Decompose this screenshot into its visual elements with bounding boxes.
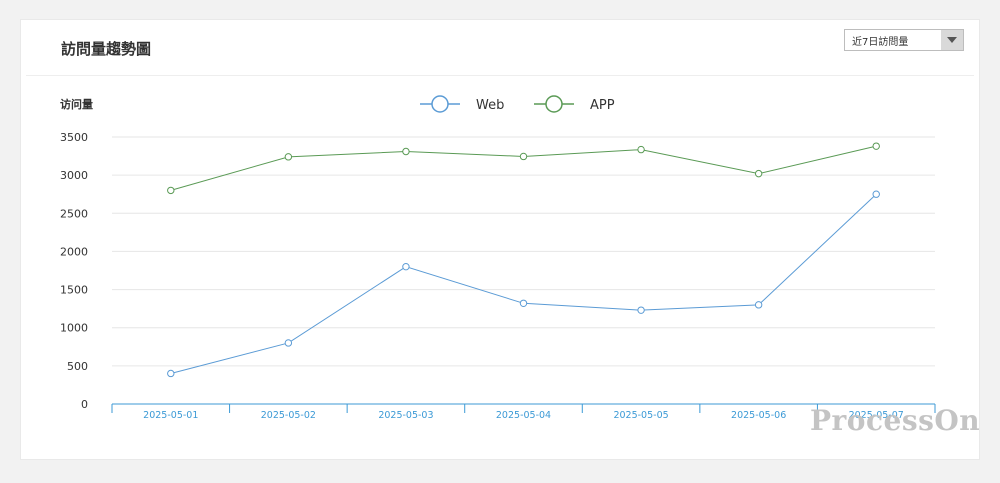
legend-marker-web [431, 95, 449, 113]
data-point-web [754, 301, 763, 309]
series-line-web [170, 193, 877, 374]
y-tick-label: 3500 [60, 131, 88, 144]
watermark: ProcessOn [810, 404, 981, 437]
data-point-web [284, 339, 293, 347]
x-tick-label: 2025-05-04 [496, 410, 551, 421]
x-tick-label: 2025-05-01 [143, 410, 198, 421]
data-point-app [637, 145, 645, 154]
data-point-app [284, 153, 293, 161]
title-divider [26, 75, 974, 76]
data-point-app [402, 147, 410, 156]
y-tick-label: 500 [67, 360, 88, 373]
legend-marker-app [545, 95, 563, 113]
y-tick-label: 2000 [60, 245, 88, 258]
y-tick-label: 2500 [60, 207, 88, 220]
y-tick-label: 1500 [60, 284, 88, 297]
x-tick-label: 2025-05-07 [849, 410, 904, 421]
data-point-app [754, 169, 763, 178]
x-tick-label: 2025-05-02 [261, 410, 316, 421]
data-point-web [402, 262, 410, 271]
y-tick-label: 3000 [60, 169, 88, 182]
data-point-web [872, 190, 880, 198]
data-point-app [167, 186, 175, 195]
y-axis-label: 访问量 [60, 97, 93, 111]
x-tick-label: 2025-05-03 [378, 410, 433, 421]
x-tick-label: 2025-05-05 [613, 410, 668, 421]
data-point-app [872, 142, 880, 150]
data-point-web [167, 369, 175, 378]
data-point-web [637, 306, 645, 314]
range-select[interactable]: 近7日訪問量 [844, 29, 964, 51]
data-point-app [519, 152, 528, 161]
y-tick-label: 1000 [60, 322, 88, 335]
card-title: 訪問量趨勢圖 [61, 40, 152, 58]
chevron-down-icon[interactable] [941, 30, 963, 50]
legend-label-app: APP [590, 98, 615, 113]
data-point-web [519, 299, 528, 308]
x-tick-label: 2025-05-06 [731, 410, 786, 421]
y-tick-label: 0 [81, 398, 88, 411]
legend-label-web: Web [476, 98, 504, 113]
chart-card: 訪問量趨勢圖 近7日訪問量 [20, 19, 980, 460]
range-select-value: 近7日訪問量 [852, 36, 909, 48]
